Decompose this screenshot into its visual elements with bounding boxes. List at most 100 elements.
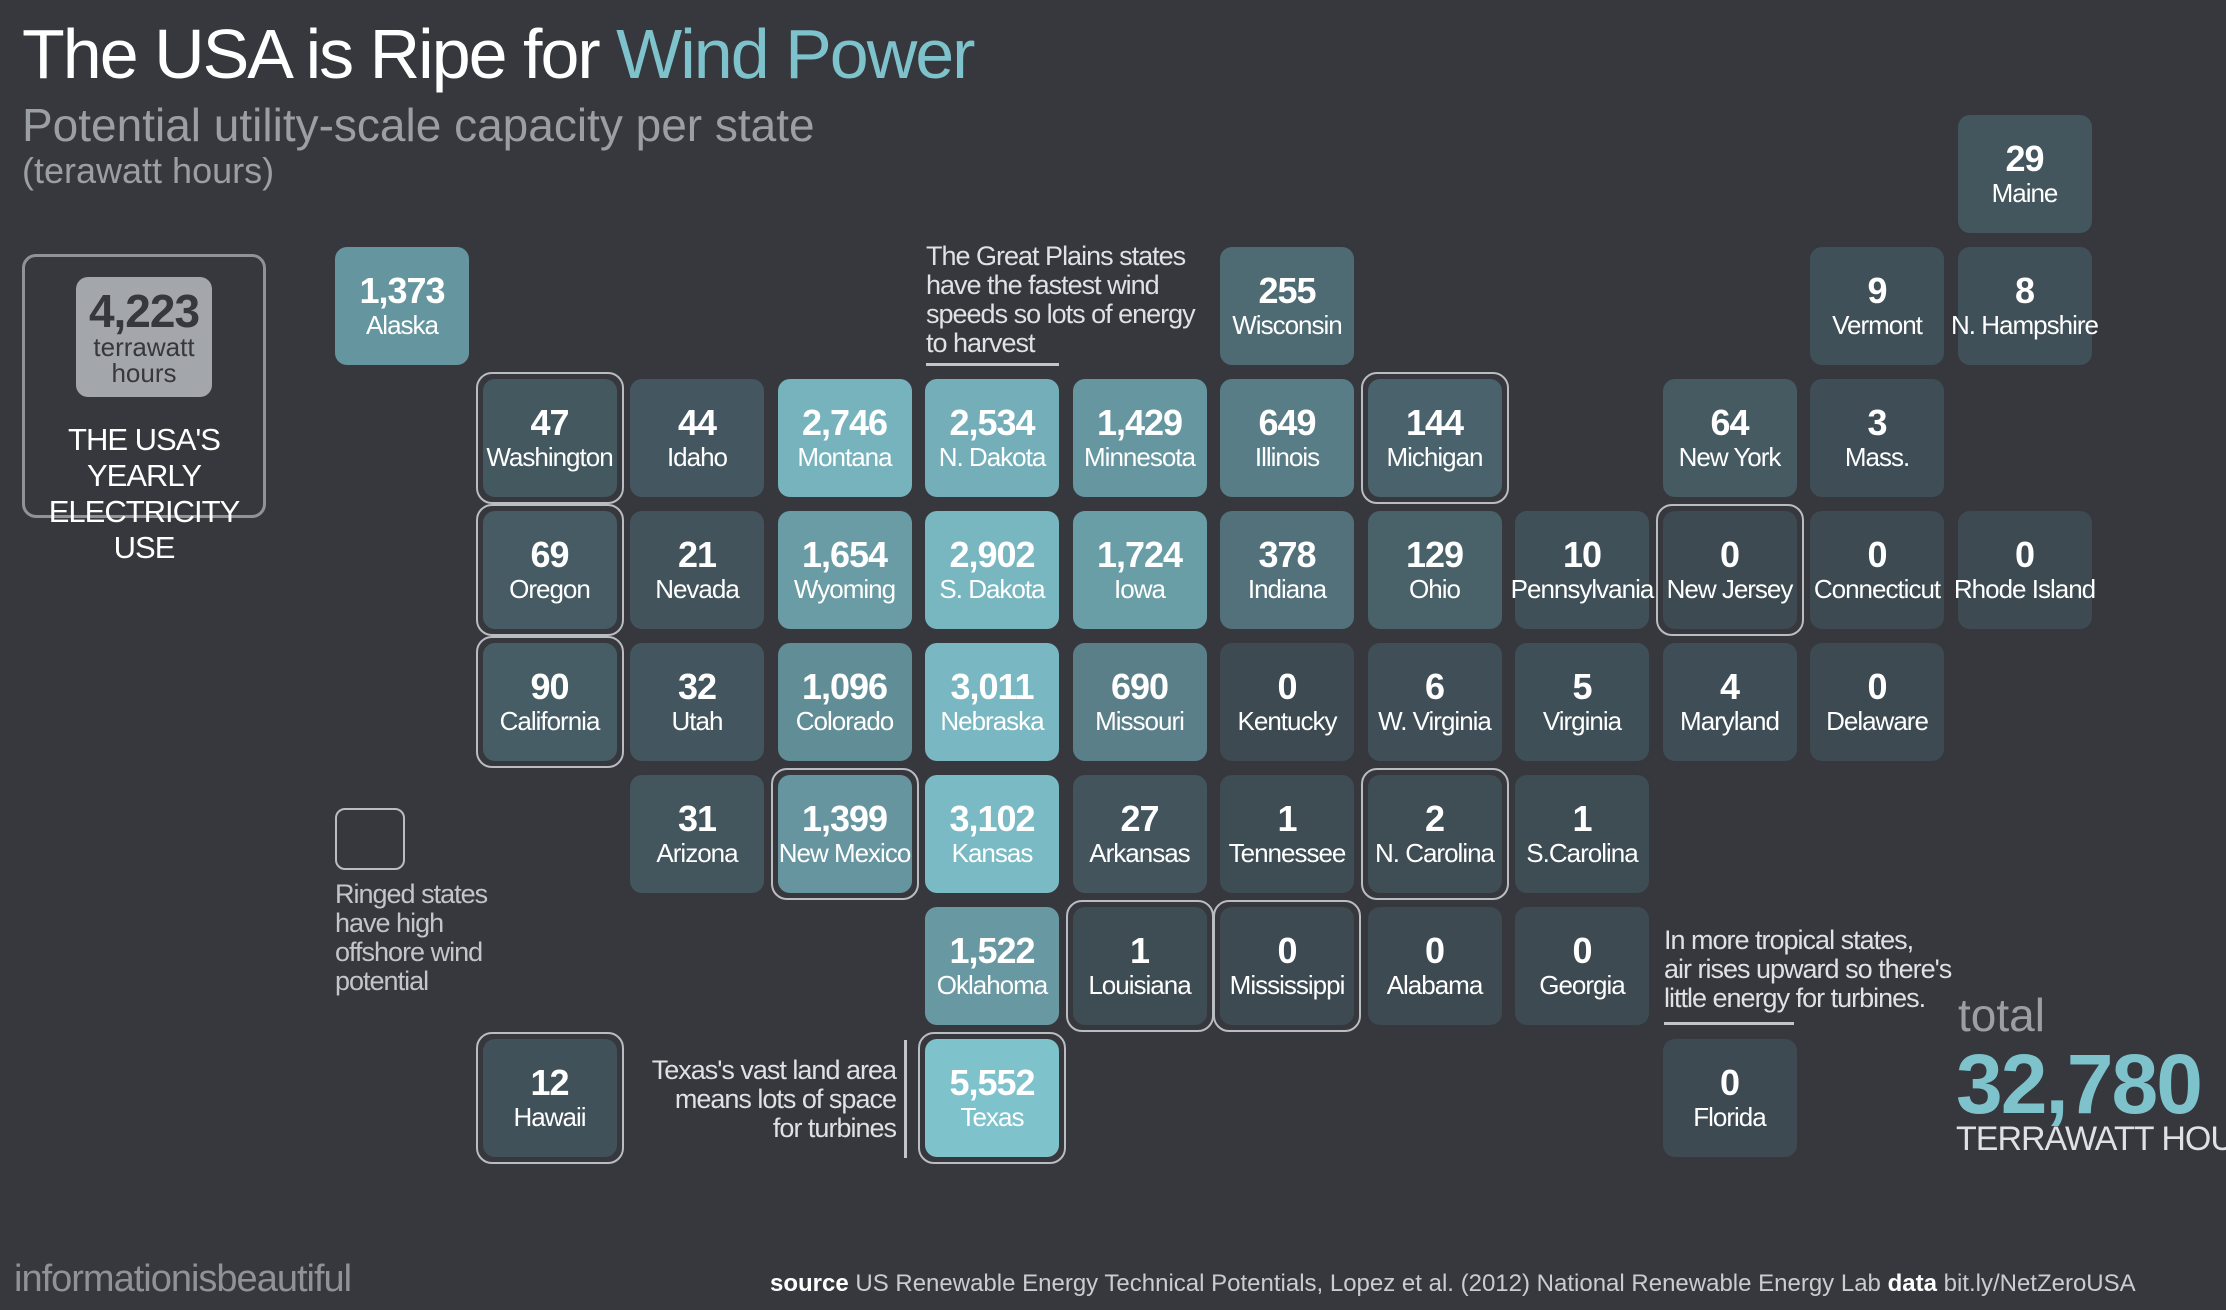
state-tile-alaska: 1,373 Alaska [335, 247, 469, 365]
state-name: Mississippi [1229, 970, 1346, 1000]
state-value: 690 [1110, 666, 1169, 707]
reference-label-line2: ELECTRICITY USE [48, 494, 241, 565]
state-value: 1,724 [1096, 534, 1183, 575]
subtitle: Potential utility-scale capacity per sta… [22, 99, 815, 151]
state-tile-new-jersey: 0 New Jersey [1662, 511, 1797, 629]
state-name: Delaware [1826, 706, 1929, 736]
ring-legend-line: potential [335, 966, 429, 996]
state-name: Maine [1991, 178, 2059, 208]
offshore-ring-mississippi [1213, 900, 1361, 1032]
great-plains-note: The Great Plains states have the fastest… [926, 242, 1196, 358]
state-value: 31 [677, 798, 717, 839]
state-value: 1,522 [949, 930, 1035, 971]
state-value: 9 [1867, 270, 1887, 311]
state-name: Wyoming [793, 574, 896, 604]
state-tile-mississippi: 0 Mississippi [1220, 907, 1354, 1025]
state-value: 0 [1572, 930, 1592, 971]
state-name: Indiana [1247, 574, 1327, 604]
state-name: Vermont [1832, 310, 1923, 340]
great-plains-note-line: to harvest [926, 328, 1036, 358]
state-tile-new-mexico: 1,399 New Mexico [777, 775, 912, 893]
state-value: 0 [1867, 534, 1887, 575]
offshore-ring-new-jersey [1655, 504, 1804, 636]
state-name: Utah [671, 706, 724, 736]
state-name: Ohio [1409, 574, 1461, 604]
texas-note: Texas's vast land area means lots of spa… [640, 1056, 897, 1143]
state-tile-hawaii: 12 Hawaii [482, 1039, 617, 1157]
state-tile-georgia: 0 Georgia [1515, 907, 1649, 1025]
state-value: 0 [1719, 534, 1740, 575]
state-tile-nebraska: 3,011 Nebraska [925, 643, 1059, 761]
offshore-ring-new-mexico [770, 768, 919, 900]
state-value: 4 [1719, 666, 1740, 707]
state-name: Arizona [656, 838, 738, 868]
state-name: Oklahoma [936, 970, 1048, 1000]
state-tile-oregon: 69 Oregon [482, 511, 617, 629]
state-name: Hawaii [513, 1102, 586, 1132]
tropical-note-line: air rises upward so there's [1664, 954, 1952, 984]
state-tile-montana: 2,746 Montana [777, 379, 912, 497]
offshore-ring-hawaii [475, 1032, 624, 1164]
tropical-note: In more tropical states, air rises upwar… [1664, 925, 1952, 1013]
state-value: 32 [677, 666, 717, 707]
state-tile-arizona: 31 Arizona [630, 775, 764, 893]
state-value: 27 [1120, 798, 1159, 839]
state-value: 64 [1710, 402, 1749, 443]
state-name: Rhode Island [1953, 574, 2096, 604]
state-tile-louisiana: 1 Louisiana [1072, 907, 1207, 1025]
state-name: New Jersey [1666, 574, 1794, 604]
state-value: 12 [530, 1062, 569, 1103]
reference-unit-line1: terrawatt [93, 332, 195, 362]
title-main: The USA is Ripe for [22, 15, 617, 93]
state-name: Arkansas [1089, 838, 1190, 868]
state-tile-indiana: 378 Indiana [1220, 511, 1354, 629]
state-tile-utah: 32 Utah [630, 643, 764, 761]
state-value: 47 [530, 402, 569, 443]
state-tile-ohio: 129 Ohio [1367, 511, 1502, 629]
unit-label: (terawatt hours) [22, 150, 275, 191]
state-name: Texas [960, 1102, 1025, 1132]
brand-logo-text: informationisbeautiful [14, 1258, 352, 1300]
offshore-ring-oregon [475, 504, 624, 636]
data-label: data [1887, 1270, 1937, 1297]
great-plains-note-line: speeds so lots of energy [926, 299, 1196, 329]
offshore-ring-texas [918, 1032, 1066, 1164]
great-plains-note-line: have the fastest wind [926, 270, 1160, 300]
state-name: Alabama [1386, 970, 1484, 1000]
total-unit: TERRAWATT HOURS [1956, 1120, 2226, 1158]
state-value: 0 [2014, 534, 2035, 575]
state-name: Wisconsin [1232, 310, 1342, 340]
offshore-ring-michigan [1360, 372, 1509, 504]
state-name: Washington [486, 442, 613, 472]
state-value: 1,654 [801, 534, 888, 575]
state-tile-tennessee: 1 Tennessee [1220, 775, 1354, 893]
state-value: 1,429 [1096, 402, 1183, 443]
tropical-note-line: In more tropical states, [1664, 925, 1914, 955]
state-value: 0 [1277, 930, 1297, 971]
state-value: 21 [677, 534, 717, 575]
ring-legend-swatch [335, 808, 405, 870]
state-value: 2,534 [949, 402, 1035, 443]
state-name: Virginia [1542, 706, 1622, 736]
ring-legend-line: have high [335, 908, 444, 938]
offshore-ring-washington [475, 372, 624, 504]
state-tile-arkansas: 27 Arkansas [1072, 775, 1207, 893]
state-tile-n-dakota: 2,534 N. Dakota [925, 379, 1059, 497]
texas-divider [904, 1040, 907, 1158]
state-name: New Mexico [778, 838, 912, 868]
state-tile-new-york: 64 New York [1662, 379, 1797, 497]
title-accent: Wind Power [616, 15, 975, 93]
state-tile-rhode-island: 0 Rhode Island [1954, 511, 2096, 629]
state-name: New York [1678, 442, 1782, 472]
source-text: US Renewable Energy Technical Potentials… [848, 1270, 1888, 1297]
state-tile-florida: 0 Florida [1662, 1039, 1797, 1157]
total-value: 32,780 [1956, 1037, 2203, 1131]
state-value: 378 [1258, 534, 1316, 575]
state-name: N. Dakota [938, 442, 1047, 472]
state-value: 129 [1405, 534, 1464, 575]
offshore-ring-n-carolina [1360, 768, 1509, 900]
state-tile-michigan: 144 Michigan [1367, 379, 1502, 497]
state-value: 3 [1867, 402, 1887, 443]
state-tile-n-carolina: 2 N. Carolina [1367, 775, 1502, 893]
state-value: 5 [1572, 666, 1592, 707]
